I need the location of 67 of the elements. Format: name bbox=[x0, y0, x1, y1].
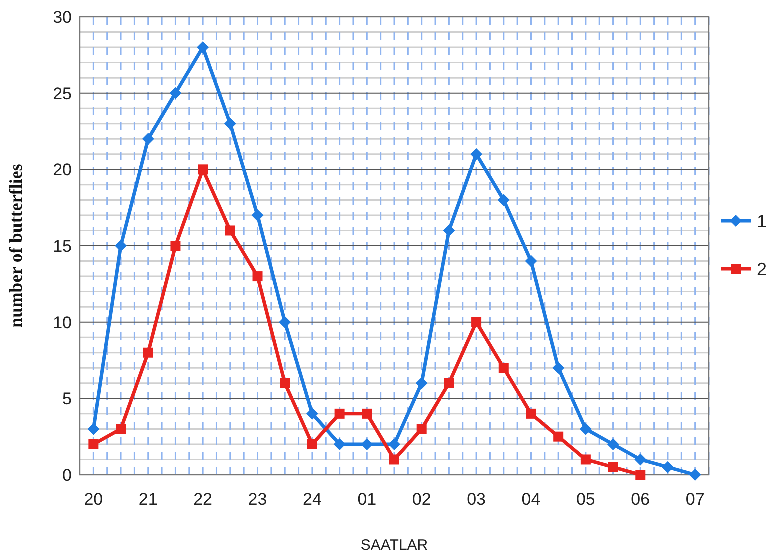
x-tick-label: 02 bbox=[412, 490, 432, 509]
point bbox=[252, 272, 263, 282]
point bbox=[115, 240, 128, 252]
x-tick-label: 01 bbox=[358, 490, 377, 509]
y-tick-label: 5 bbox=[62, 390, 72, 409]
point bbox=[526, 408, 536, 419]
point bbox=[472, 317, 482, 328]
point bbox=[689, 469, 702, 481]
y-axis-title: number of butterflies bbox=[6, 164, 26, 328]
legend-label: 1 bbox=[757, 211, 768, 232]
point bbox=[634, 454, 647, 466]
point bbox=[498, 194, 510, 206]
point bbox=[470, 148, 483, 160]
point bbox=[88, 423, 100, 436]
point bbox=[88, 439, 99, 450]
point bbox=[197, 42, 210, 54]
y-tick-label: 0 bbox=[62, 466, 72, 485]
y-tick-label: 10 bbox=[53, 313, 72, 332]
point bbox=[443, 224, 456, 237]
point bbox=[662, 461, 674, 474]
point bbox=[636, 470, 646, 480]
point bbox=[362, 408, 372, 419]
x-tick-label: 22 bbox=[194, 490, 213, 509]
point bbox=[143, 348, 154, 358]
point bbox=[388, 438, 400, 450]
point bbox=[444, 378, 454, 388]
point bbox=[142, 133, 154, 146]
point bbox=[225, 226, 236, 236]
point bbox=[607, 438, 620, 450]
point bbox=[498, 363, 509, 374]
point bbox=[224, 118, 236, 130]
y-tick-label: 30 bbox=[53, 8, 72, 27]
point bbox=[198, 164, 208, 175]
legend-label: 2 bbox=[757, 259, 768, 280]
point bbox=[252, 209, 264, 222]
point bbox=[552, 362, 565, 374]
point bbox=[170, 87, 182, 100]
point bbox=[525, 255, 538, 268]
x-tick-label: 21 bbox=[138, 490, 158, 509]
point bbox=[580, 454, 591, 465]
point bbox=[170, 241, 181, 251]
x-tick-label: 03 bbox=[467, 490, 486, 509]
y-tick-label: 15 bbox=[53, 236, 72, 256]
x-axis-title: SAATLAR bbox=[360, 537, 428, 554]
point bbox=[280, 378, 290, 388]
y-tick-label: 25 bbox=[53, 84, 72, 104]
y-tick-label: 20 bbox=[53, 160, 72, 180]
point bbox=[116, 424, 126, 434]
point bbox=[334, 438, 346, 450]
point bbox=[307, 439, 318, 450]
point bbox=[608, 462, 618, 472]
x-tick-label: 07 bbox=[686, 490, 705, 509]
x-tick-label: 05 bbox=[576, 490, 596, 509]
point bbox=[416, 424, 427, 434]
x-tick-label: 23 bbox=[248, 490, 268, 509]
point bbox=[334, 408, 345, 419]
point bbox=[580, 423, 592, 436]
x-tick-label: 24 bbox=[302, 490, 322, 509]
x-tick-label: 04 bbox=[522, 490, 541, 509]
point bbox=[416, 377, 428, 390]
x-tick-label: 06 bbox=[631, 490, 650, 509]
x-tick-label: 20 bbox=[84, 490, 104, 509]
point bbox=[279, 316, 292, 328]
point bbox=[390, 454, 400, 465]
point bbox=[554, 432, 564, 442]
point bbox=[306, 408, 318, 420]
point bbox=[361, 438, 374, 450]
